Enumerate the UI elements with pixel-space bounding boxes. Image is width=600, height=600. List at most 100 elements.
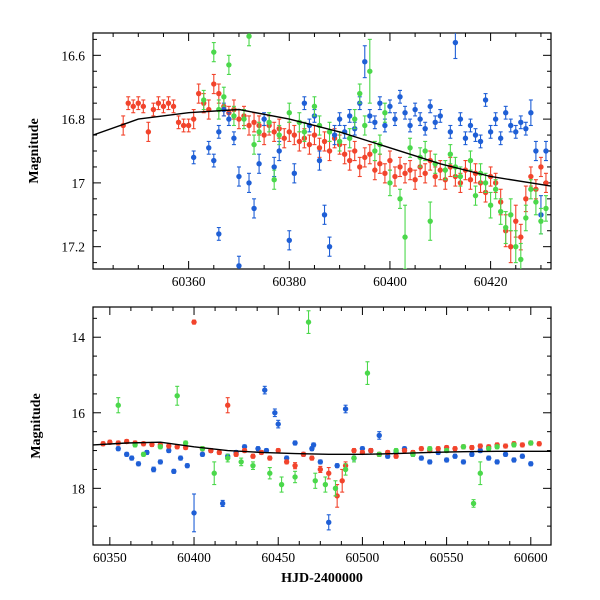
data-point xyxy=(417,116,423,122)
data-point xyxy=(334,462,340,469)
data-point xyxy=(246,180,252,186)
data-point xyxy=(255,445,261,452)
data-point xyxy=(407,167,413,173)
data-point xyxy=(275,421,281,427)
y-tick-label: 16.6 xyxy=(61,48,85,63)
y-tick-label: 16 xyxy=(72,406,86,421)
data-point xyxy=(392,173,398,180)
data-point xyxy=(523,215,529,221)
data-point xyxy=(286,129,292,135)
data-point xyxy=(511,442,517,448)
data-point xyxy=(351,455,357,461)
data-point xyxy=(487,129,494,135)
data-point xyxy=(402,110,408,116)
data-point xyxy=(157,444,164,450)
y-tick-label: 18 xyxy=(72,481,86,496)
data-point xyxy=(216,129,222,135)
data-point xyxy=(362,154,368,161)
data-point xyxy=(460,444,467,450)
data-point xyxy=(226,62,232,68)
data-point xyxy=(508,122,514,129)
data-point xyxy=(157,459,164,465)
data-point xyxy=(528,440,534,446)
data-point xyxy=(140,103,147,110)
data-point xyxy=(538,164,544,170)
data-point xyxy=(145,129,152,135)
y-tick-label: 16.8 xyxy=(61,112,85,127)
data-point xyxy=(283,459,290,465)
data-point xyxy=(261,132,267,138)
data-point xyxy=(123,451,130,458)
data-point xyxy=(341,151,348,157)
data-point xyxy=(502,443,509,449)
data-point xyxy=(418,445,425,452)
data-point xyxy=(519,442,526,448)
data-point xyxy=(316,157,323,164)
x-tick-label: 60500 xyxy=(346,550,380,565)
data-point xyxy=(346,157,353,164)
data-point xyxy=(382,110,388,116)
data-point xyxy=(174,444,180,450)
data-point xyxy=(140,451,147,458)
data-point xyxy=(216,231,222,237)
data-point xyxy=(352,148,358,154)
data-point xyxy=(503,110,509,116)
data-point xyxy=(508,243,514,250)
data-point xyxy=(331,132,338,138)
data-point xyxy=(256,129,262,135)
data-point xyxy=(402,234,408,240)
data-point xyxy=(387,103,393,110)
data-point xyxy=(357,164,363,170)
data-point xyxy=(447,151,454,157)
x-tick-label: 60400 xyxy=(177,550,211,565)
data-point xyxy=(367,68,373,74)
data-point xyxy=(503,224,509,231)
data-point xyxy=(231,135,237,141)
data-point xyxy=(312,478,318,484)
data-point xyxy=(182,440,189,446)
data-point xyxy=(472,132,479,138)
data-point xyxy=(326,148,333,154)
y-tick-label: 14 xyxy=(72,330,86,345)
data-point xyxy=(435,445,441,452)
data-point xyxy=(115,402,121,408)
data-point xyxy=(241,447,248,454)
data-point xyxy=(418,455,425,461)
data-point xyxy=(543,205,549,212)
data-point xyxy=(533,148,539,154)
data-point xyxy=(528,173,534,180)
data-point xyxy=(528,186,534,192)
data-point xyxy=(191,319,197,325)
data-point xyxy=(477,443,483,449)
data-point xyxy=(305,319,312,325)
data-point xyxy=(422,125,428,132)
data-point xyxy=(246,122,252,129)
data-point xyxy=(211,81,217,87)
data-point xyxy=(492,116,499,122)
series-red xyxy=(120,73,549,264)
data-point xyxy=(322,481,329,488)
data-point xyxy=(292,462,298,469)
data-point xyxy=(397,94,403,100)
data-point xyxy=(129,455,135,461)
data-point xyxy=(536,441,542,447)
data-point xyxy=(372,119,378,125)
data-point xyxy=(195,90,202,97)
data-point xyxy=(452,39,459,46)
data-point xyxy=(494,459,500,465)
data-point xyxy=(467,177,474,183)
data-point xyxy=(336,116,343,122)
data-point xyxy=(462,135,469,141)
series-red xyxy=(100,319,542,508)
data-point xyxy=(482,180,489,186)
model-fit-curve xyxy=(93,441,551,455)
data-point xyxy=(271,164,277,170)
data-point xyxy=(160,103,167,110)
data-point xyxy=(485,445,492,452)
data-point xyxy=(543,180,549,186)
data-layer xyxy=(93,310,551,533)
data-point xyxy=(407,145,413,151)
data-point xyxy=(422,148,428,154)
data-point xyxy=(132,442,138,448)
data-point xyxy=(267,455,273,461)
